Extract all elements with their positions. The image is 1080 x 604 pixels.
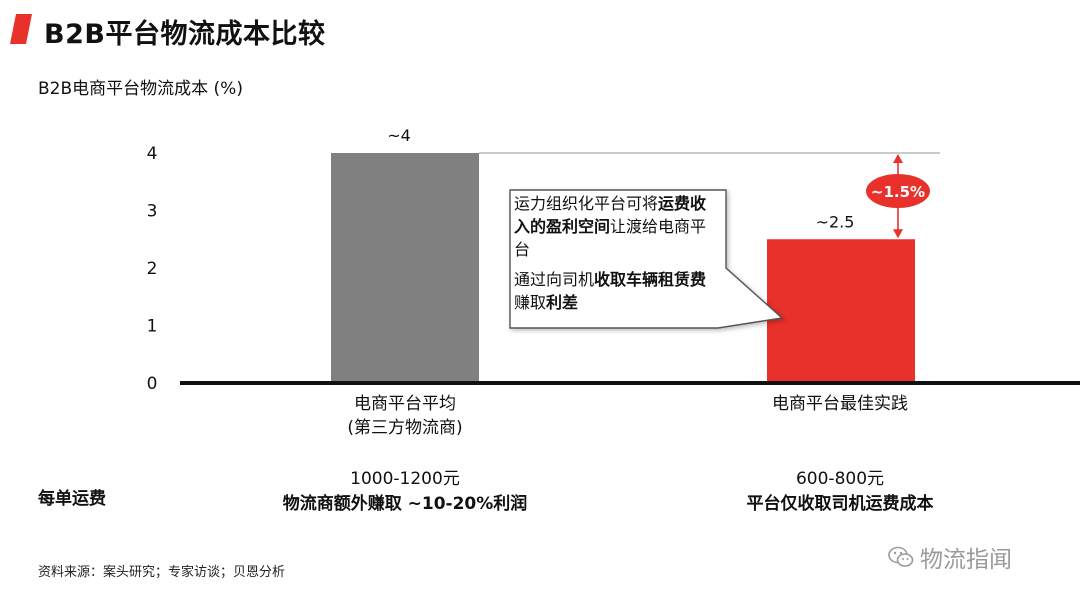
y-tick-label: 1: [147, 317, 158, 337]
watermark: 物流指闻: [888, 540, 1012, 574]
category-name: 电商平台平均: [354, 394, 456, 414]
data-label: ~2.5: [816, 212, 855, 231]
difference-badge: [866, 174, 930, 208]
category-label-best-practice: 电商平台最佳实践: [735, 392, 945, 416]
fee-range: 1000-1200元: [350, 469, 460, 489]
y-axis-label: B2B电商平台物流成本 (%): [38, 79, 243, 99]
data-label: ~4: [387, 126, 411, 145]
per-order-label: 每单运费: [38, 489, 106, 509]
y-tick-label: 0: [147, 374, 158, 394]
bar: [331, 153, 479, 383]
page-title: B2B平台物流成本比较: [44, 19, 326, 50]
callout-line-1: 运力组织化平台可将运费收入的盈利空间让渡给电商平台: [514, 194, 707, 259]
callout-line-2: 通过向司机收取车辆租赁费赚取利差: [514, 270, 707, 312]
category-label-average: 电商平台平均 (第三方物流商): [300, 392, 510, 440]
watermark-text: 物流指闻: [920, 547, 1012, 573]
fee-best-practice: 600-800元 平台仅收取司机运费成本: [690, 467, 990, 517]
fee-note: 物流商额外赚取 ~10-20%利润: [282, 494, 528, 514]
category-sublabel: (第三方物流商): [347, 418, 463, 438]
y-tick-label: 2: [147, 259, 158, 279]
y-tick-label: 4: [147, 144, 158, 164]
bar: [767, 239, 915, 383]
category-name: 电商平台最佳实践: [772, 394, 908, 414]
wechat-icon: [888, 546, 914, 567]
fee-average: 1000-1200元 物流商额外赚取 ~10-20%利润: [250, 467, 560, 517]
callout-box: [509, 189, 784, 329]
y-tick-label: 3: [147, 202, 158, 222]
source-note: 资料来源：案头研究；专家访谈；贝恩分析: [38, 565, 286, 580]
difference-arrow-head-down: [893, 229, 903, 239]
fee-note: 平台仅收取司机运费成本: [746, 494, 934, 514]
difference-label: ~1.5%: [871, 183, 925, 201]
difference-arrow-head-up: [893, 154, 903, 163]
fee-range: 600-800元: [795, 469, 885, 489]
callout-text: 运力组织化平台可将运费收入的盈利空间让渡给电商平台 通过向司机收取车辆租赁费赚取…: [514, 192, 720, 321]
title-accent-mark: [10, 14, 32, 44]
